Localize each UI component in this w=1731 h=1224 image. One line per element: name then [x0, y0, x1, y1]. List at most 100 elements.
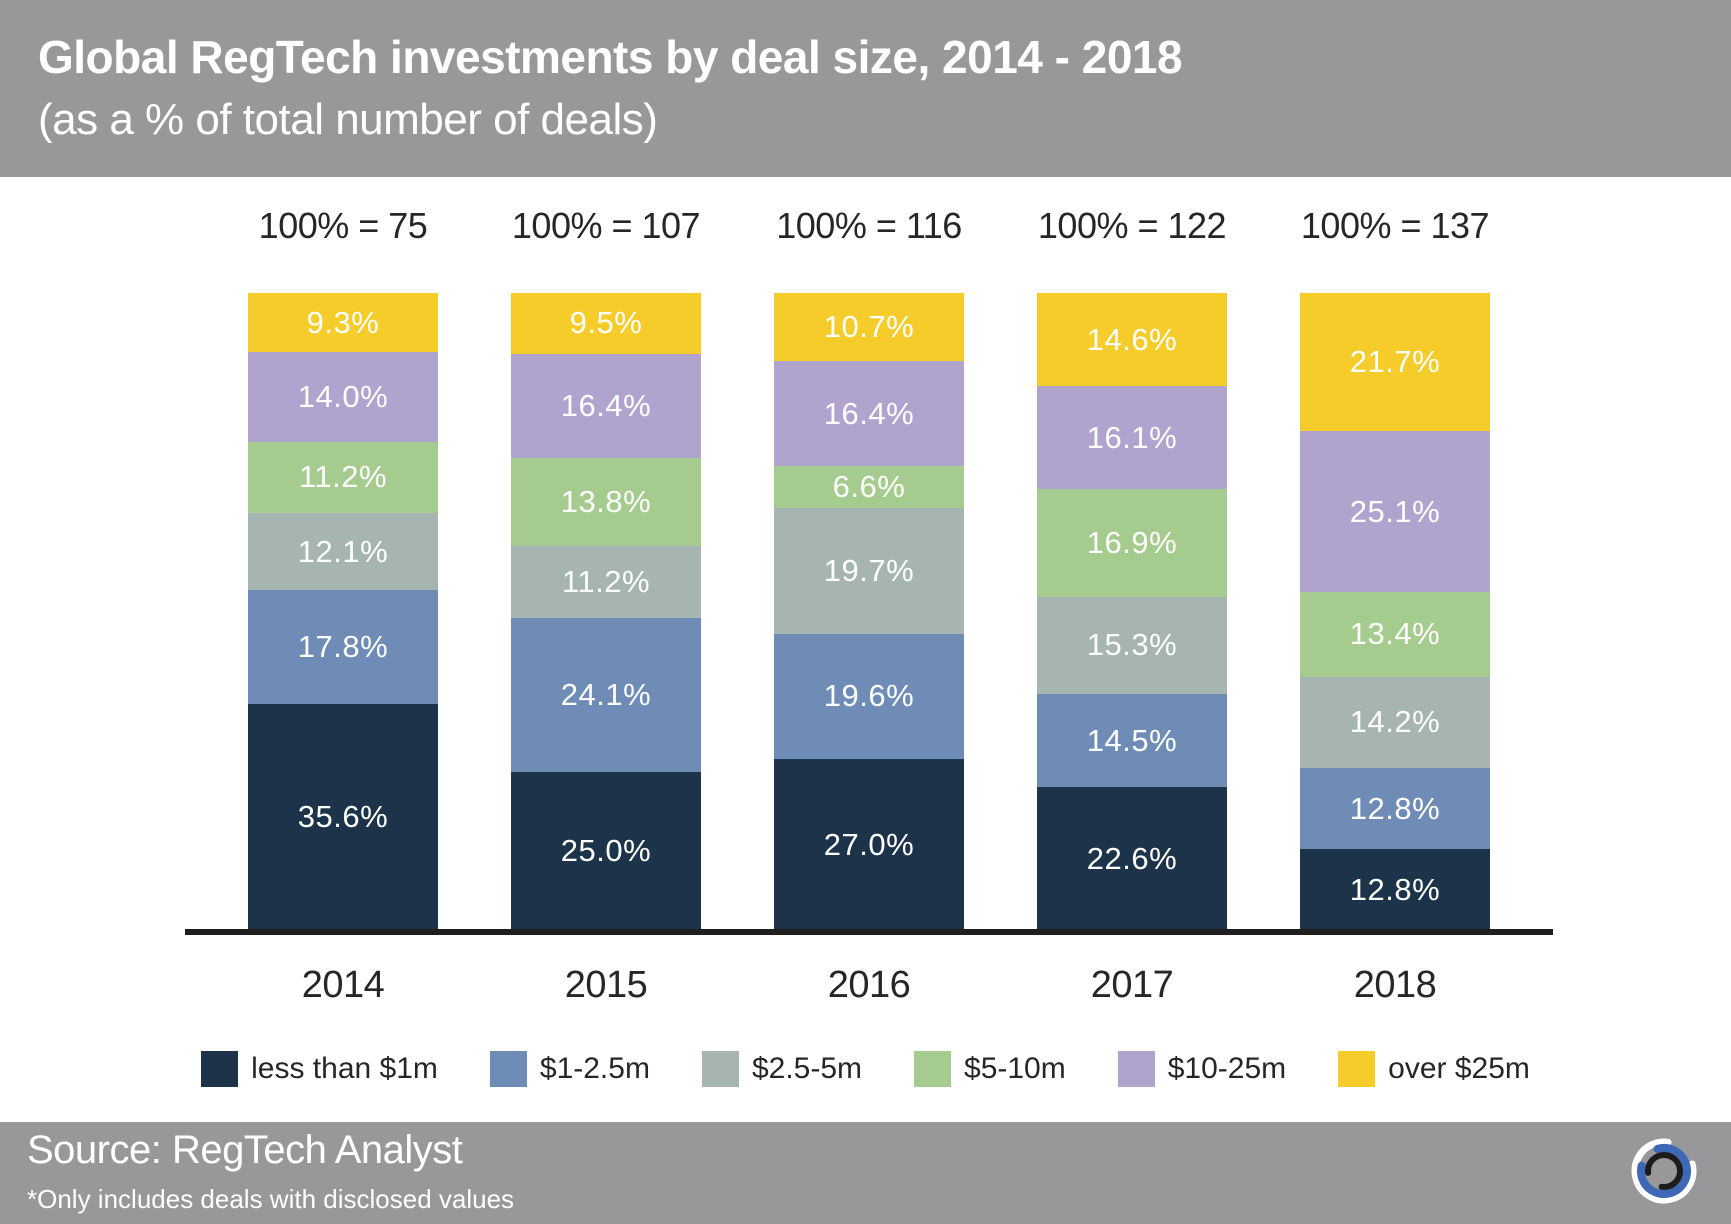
legend-label: over $25m	[1388, 1052, 1530, 1085]
legend-item: $1-2.5m	[489, 1051, 650, 1087]
bar-segment-label: 16.4%	[560, 387, 652, 423]
legend-item: less than $1m	[201, 1051, 438, 1087]
bar-segment-label: 25.1%	[1349, 493, 1441, 529]
legend-item: $10-25m	[1117, 1051, 1287, 1087]
year-label: 2014	[301, 964, 385, 1006]
bar-column: 14.6% 16.1% 16.9% 15.3% 14.5% 22.6%	[1037, 293, 1227, 931]
x-axis-line	[185, 929, 1553, 935]
bar-segment-label: 22.6%	[1086, 840, 1178, 876]
bar-segment-label: 13.8%	[560, 484, 652, 520]
bar-segment-label: 14.6%	[1086, 321, 1178, 357]
bar-segment: 15.3%	[1037, 596, 1227, 695]
bar-segment-label: 9.5%	[569, 305, 643, 341]
bar-segment: 14.5%	[1037, 694, 1227, 787]
legend-label: $2.5-5m	[751, 1052, 863, 1085]
bar-segment-label: 19.7%	[823, 552, 915, 588]
bar-segment: 19.6%	[774, 633, 964, 759]
bar-segment-label: 24.1%	[560, 676, 652, 712]
bar-segment: 9.3%	[248, 293, 438, 353]
bar-segment-label: 14.0%	[297, 378, 389, 414]
footnote-text: *Only includes deals with disclosed valu…	[27, 1184, 515, 1214]
logo-inner-arc	[1645, 1152, 1683, 1190]
legend-label: less than $1m	[251, 1052, 438, 1085]
bar-segment: 12.8%	[1300, 767, 1490, 850]
bar-segment: 27.0%	[774, 758, 964, 931]
bar-segment-label: 21.7%	[1349, 344, 1441, 380]
legend-label: $10-25m	[1167, 1052, 1287, 1085]
bar-segment-label: 16.1%	[1086, 419, 1178, 455]
footer-band: Source: RegTech Analyst *Only includes d…	[0, 1122, 1731, 1224]
bar-segment-label: 12.8%	[1349, 872, 1441, 908]
bar-segment: 13.8%	[511, 458, 701, 547]
bar-segment-label: 16.9%	[1086, 524, 1178, 560]
legend-swatch	[201, 1051, 239, 1087]
legend-item: over $25m	[1338, 1051, 1530, 1087]
bar-segment: 25.1%	[1300, 431, 1490, 592]
bar-segment: 22.6%	[1037, 786, 1227, 931]
legend-label: $5-10m	[964, 1052, 1066, 1085]
page-subtitle: (as a % of total number of deals)	[38, 94, 658, 144]
bar-segment: 16.4%	[774, 361, 964, 466]
bar-segment-label: 27.0%	[823, 826, 915, 862]
year-label: 2017	[1090, 964, 1174, 1006]
legend: less than $1m $1-2.5m $2.5-5m $5-10m $10-25m…	[0, 1051, 1731, 1087]
year-label: 2018	[1353, 964, 1437, 1006]
bar-segment: 6.6%	[774, 465, 964, 508]
bar-segment-label: 19.6%	[823, 678, 915, 714]
legend-swatch	[914, 1051, 952, 1087]
total-label: 100% = 107	[511, 205, 701, 246]
bar-column: 21.7% 25.1% 13.4% 14.2% 12.8% 12.8%	[1300, 293, 1490, 931]
bar-segment: 12.1%	[248, 513, 438, 591]
bar-segment: 14.0%	[248, 352, 438, 442]
total-label: 100% = 75	[258, 205, 428, 246]
bar-segment: 13.4%	[1300, 591, 1490, 678]
total-label: 100% = 137	[1300, 205, 1490, 246]
bar-segment: 12.8%	[1300, 849, 1490, 931]
legend-swatch	[1338, 1051, 1376, 1087]
bar-segment: 24.1%	[511, 617, 701, 772]
bar-segment-label: 11.2%	[298, 459, 388, 495]
year-label: 2015	[564, 964, 648, 1006]
bar-segment: 21.7%	[1300, 293, 1490, 432]
logo-outer-arc	[1631, 1138, 1697, 1204]
page-title: Global RegTech investments by deal size,…	[38, 31, 1183, 83]
header-band: Global RegTech investments by deal size,…	[0, 0, 1731, 177]
bar-segment: 9.5%	[511, 293, 701, 354]
bar-segment: 14.6%	[1037, 293, 1227, 387]
regtech-analyst-logo	[1631, 1138, 1697, 1204]
bar-segment-label: 9.3%	[306, 304, 380, 340]
bar-segment: 19.7%	[774, 508, 964, 634]
bar-segment-label: 12.1%	[297, 533, 389, 569]
bar-segment: 16.4%	[511, 353, 701, 459]
legend-label: $1-2.5m	[539, 1052, 650, 1085]
bar-segment-label: 35.6%	[297, 799, 389, 835]
legend-swatch	[489, 1051, 527, 1087]
bar-column: 10.7% 16.4% 6.6% 19.7% 19.6% 27.0%	[774, 293, 964, 931]
source-text: Source: RegTech Analyst	[27, 1128, 463, 1172]
legend-item: $2.5-5m	[701, 1051, 863, 1087]
totals-row: 100% = 75 100% = 107 100% = 116 100% = 122 1…	[248, 205, 1490, 247]
bars-row: 9.3% 14.0% 11.2% 12.1% 17.8% 35.6% 9.5% 16.4% 13…	[248, 293, 1490, 931]
bar-segment-label: 14.5%	[1086, 722, 1178, 758]
bar-segment: 14.2%	[1300, 677, 1490, 768]
year-label: 2016	[827, 964, 911, 1006]
legend-item: $5-10m	[914, 1051, 1066, 1087]
bar-segment: 35.6%	[248, 703, 438, 931]
years-row: 2014 2015 2016 2017 2018	[248, 964, 1490, 1007]
bar-column: 9.3% 14.0% 11.2% 12.1% 17.8% 35.6%	[248, 293, 438, 931]
bar-segment: 10.7%	[774, 293, 964, 362]
bar-segment-label: 10.7%	[823, 309, 915, 345]
bar-segment-label: 25.0%	[560, 833, 652, 869]
total-label: 100% = 116	[776, 205, 962, 246]
bar-segment: 16.9%	[1037, 488, 1227, 597]
logo-mid-arc	[1637, 1144, 1691, 1198]
total-label: 100% = 122	[1037, 205, 1227, 246]
bar-segment: 17.8%	[248, 590, 438, 704]
legend-swatch	[701, 1051, 739, 1087]
bar-segment: 11.2%	[248, 441, 438, 514]
bar-segment: 16.1%	[1037, 386, 1227, 489]
bar-segment-label: 6.6%	[832, 468, 906, 504]
bar-segment-label: 11.2%	[561, 564, 651, 599]
bar-segment-label: 12.8%	[1349, 790, 1441, 826]
